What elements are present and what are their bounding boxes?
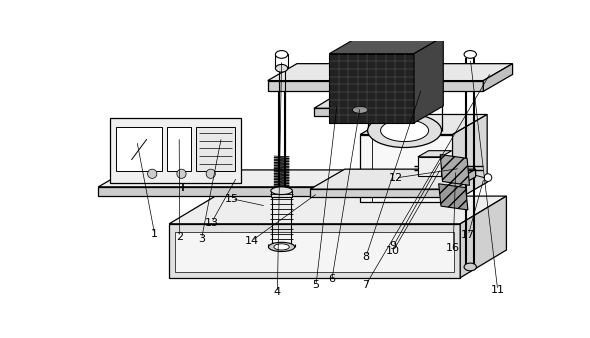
Polygon shape — [418, 151, 452, 157]
Text: 3: 3 — [198, 234, 205, 244]
Polygon shape — [169, 224, 460, 278]
Polygon shape — [310, 169, 476, 189]
Bar — [167, 127, 192, 171]
Polygon shape — [310, 189, 441, 197]
Polygon shape — [360, 115, 487, 135]
Polygon shape — [175, 232, 454, 271]
Text: 4: 4 — [274, 288, 281, 297]
Polygon shape — [169, 196, 506, 224]
Bar — [276, 54, 288, 68]
Ellipse shape — [276, 51, 288, 58]
Text: 10: 10 — [386, 246, 400, 256]
Circle shape — [148, 169, 157, 178]
Polygon shape — [268, 64, 513, 80]
Polygon shape — [440, 154, 470, 185]
Polygon shape — [453, 115, 487, 202]
Text: 9: 9 — [389, 241, 397, 251]
Circle shape — [206, 169, 215, 178]
Polygon shape — [268, 80, 483, 91]
Text: 12: 12 — [388, 173, 402, 183]
Polygon shape — [438, 184, 468, 210]
Ellipse shape — [368, 78, 441, 112]
Text: 7: 7 — [362, 280, 369, 290]
Polygon shape — [441, 169, 476, 197]
Ellipse shape — [274, 244, 289, 250]
Text: 2: 2 — [176, 232, 183, 242]
Ellipse shape — [464, 263, 476, 271]
Ellipse shape — [271, 187, 293, 195]
Text: 6: 6 — [329, 274, 335, 285]
Polygon shape — [314, 108, 407, 116]
Bar — [418, 157, 441, 176]
Ellipse shape — [348, 104, 372, 115]
Ellipse shape — [368, 114, 441, 147]
Circle shape — [484, 174, 492, 182]
Text: 13: 13 — [205, 218, 218, 228]
Text: 14: 14 — [244, 236, 258, 246]
Polygon shape — [414, 37, 443, 123]
Polygon shape — [360, 135, 453, 202]
Text: 15: 15 — [225, 194, 239, 204]
Bar — [116, 127, 162, 171]
Polygon shape — [314, 99, 422, 108]
Ellipse shape — [464, 51, 476, 58]
Text: 8: 8 — [362, 251, 369, 262]
Text: 11: 11 — [491, 285, 504, 295]
Ellipse shape — [268, 242, 294, 251]
Bar — [271, 191, 293, 197]
Polygon shape — [414, 170, 443, 196]
Text: 17: 17 — [461, 230, 476, 240]
Text: 5: 5 — [313, 280, 320, 290]
Polygon shape — [99, 187, 414, 196]
Text: 16: 16 — [446, 243, 460, 253]
Ellipse shape — [352, 106, 368, 113]
Polygon shape — [460, 196, 506, 278]
Polygon shape — [99, 170, 443, 187]
Polygon shape — [329, 54, 414, 123]
Ellipse shape — [348, 98, 372, 109]
Circle shape — [177, 169, 186, 178]
Ellipse shape — [381, 120, 428, 142]
Polygon shape — [329, 37, 443, 54]
Ellipse shape — [276, 65, 288, 72]
Bar — [110, 118, 241, 183]
Text: 1: 1 — [151, 230, 158, 239]
Polygon shape — [483, 64, 513, 91]
Bar — [196, 127, 235, 171]
